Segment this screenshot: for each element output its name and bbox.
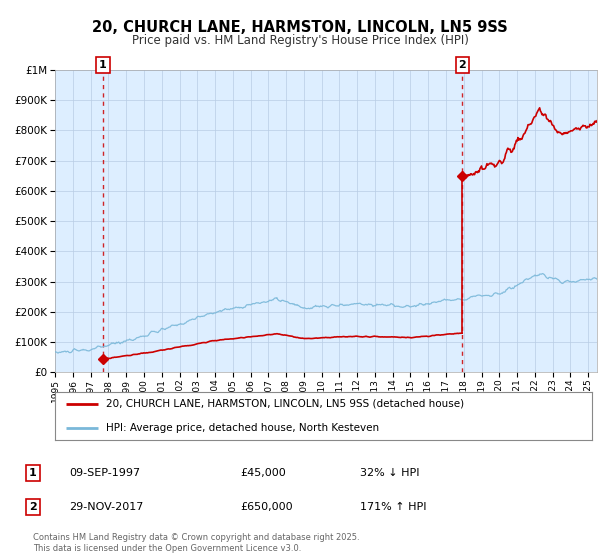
Text: 2: 2: [29, 502, 37, 512]
Text: HPI: Average price, detached house, North Kesteven: HPI: Average price, detached house, Nort…: [106, 423, 379, 433]
Text: £45,000: £45,000: [240, 468, 286, 478]
Text: 20, CHURCH LANE, HARMSTON, LINCOLN, LN5 9SS: 20, CHURCH LANE, HARMSTON, LINCOLN, LN5 …: [92, 20, 508, 35]
Text: 171% ↑ HPI: 171% ↑ HPI: [360, 502, 427, 512]
Text: 09-SEP-1997: 09-SEP-1997: [69, 468, 140, 478]
Text: Price paid vs. HM Land Registry's House Price Index (HPI): Price paid vs. HM Land Registry's House …: [131, 34, 469, 46]
Text: 1: 1: [99, 60, 107, 70]
Text: 1: 1: [29, 468, 37, 478]
Text: 20, CHURCH LANE, HARMSTON, LINCOLN, LN5 9SS (detached house): 20, CHURCH LANE, HARMSTON, LINCOLN, LN5 …: [106, 399, 464, 409]
Text: 2: 2: [458, 60, 466, 70]
Text: 29-NOV-2017: 29-NOV-2017: [69, 502, 143, 512]
Text: £650,000: £650,000: [240, 502, 293, 512]
Text: 32% ↓ HPI: 32% ↓ HPI: [360, 468, 419, 478]
Text: Contains HM Land Registry data © Crown copyright and database right 2025.
This d: Contains HM Land Registry data © Crown c…: [33, 533, 359, 553]
